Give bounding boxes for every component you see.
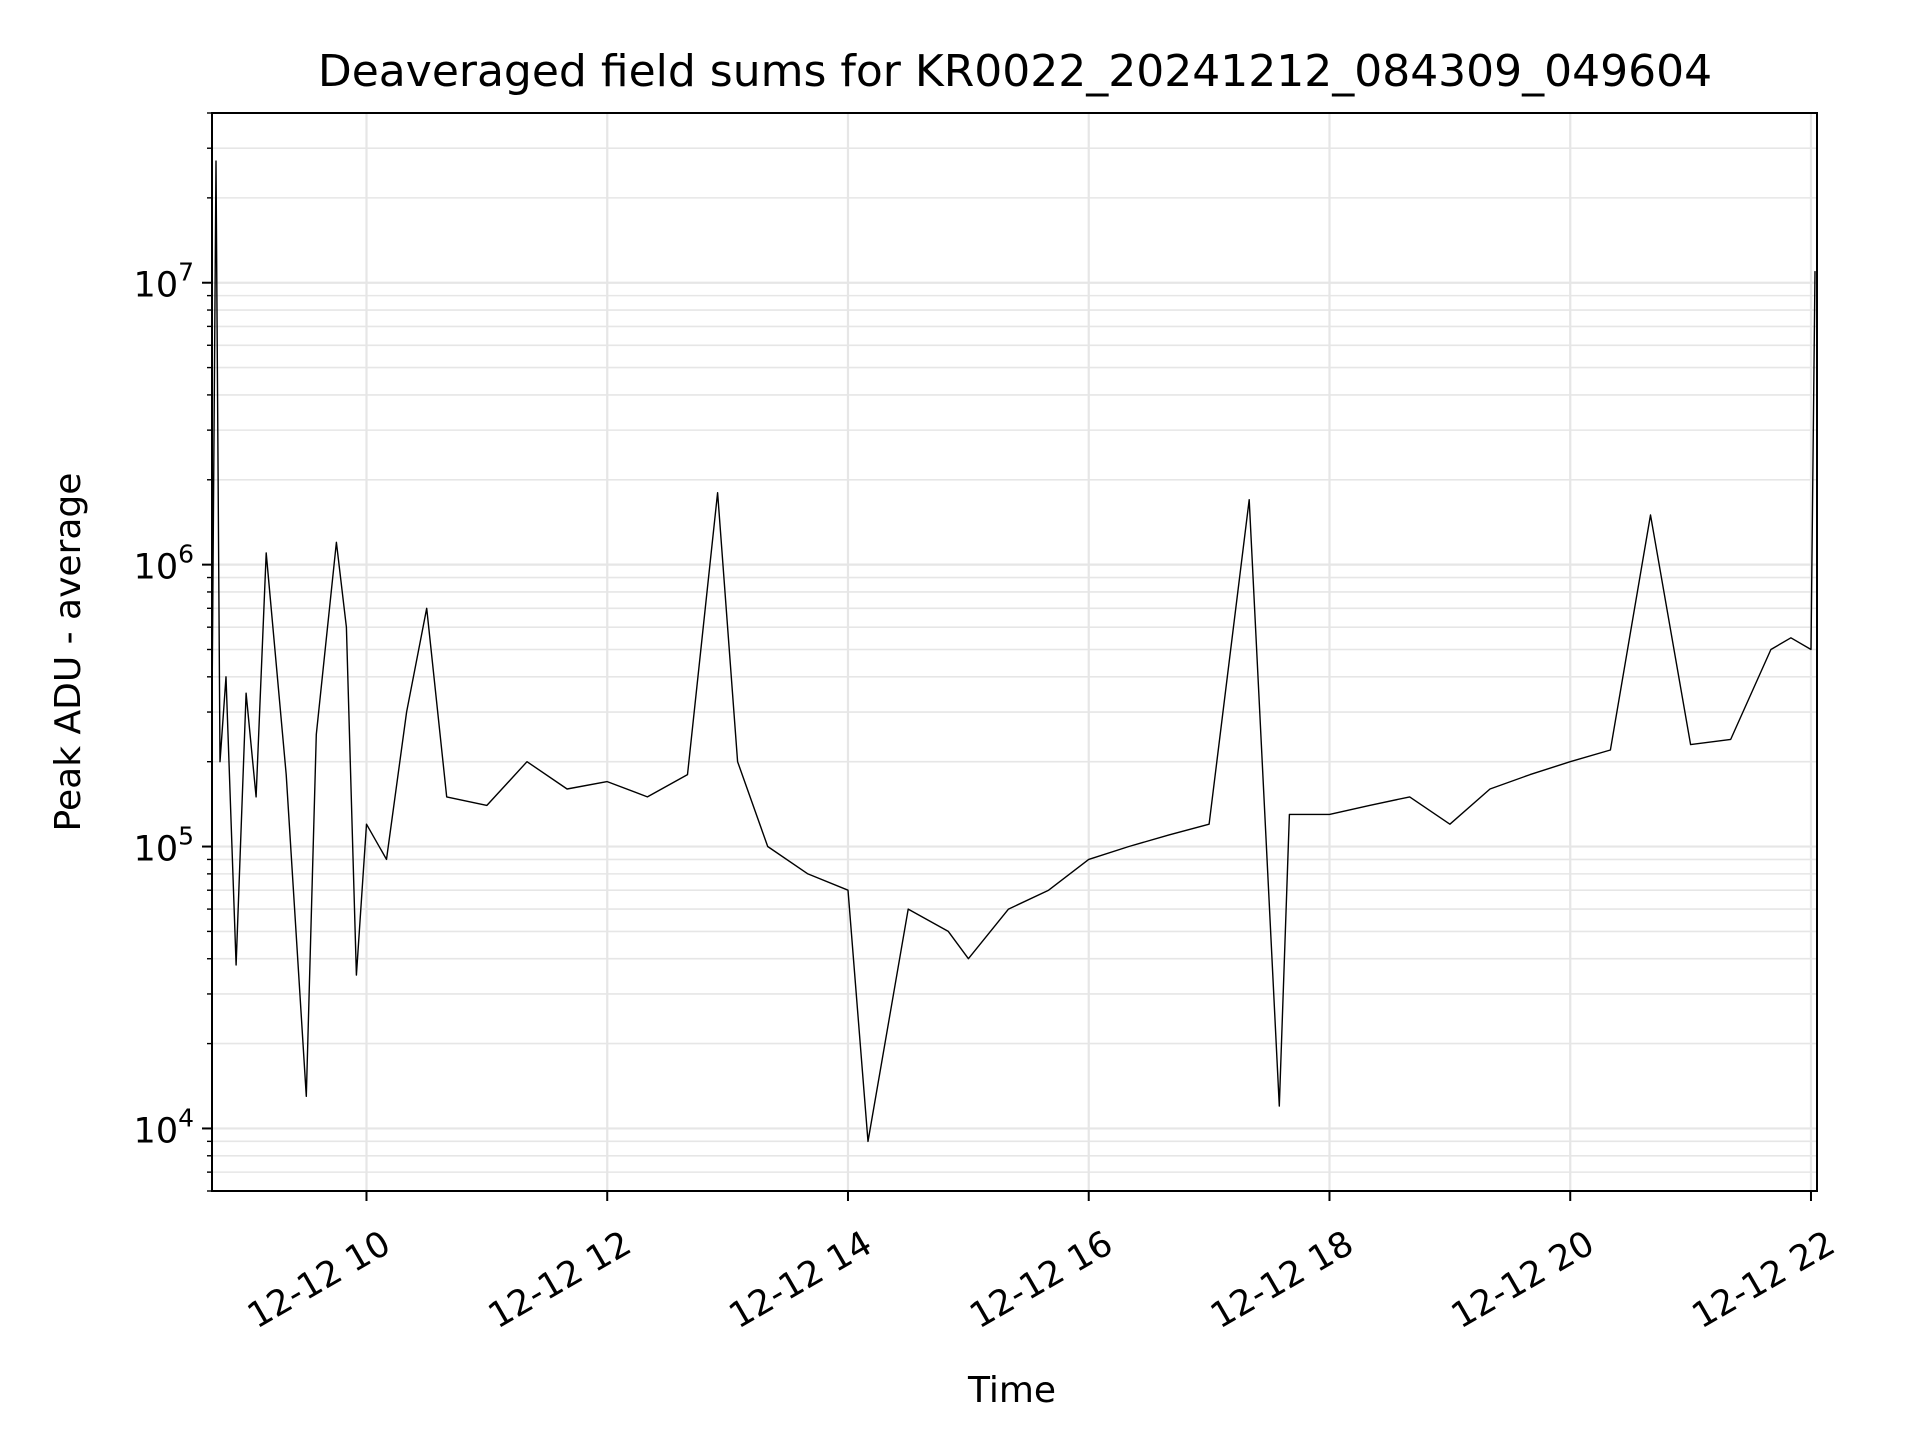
y-tick-label: 106 [134, 540, 194, 588]
y-tick-label: 104 [134, 1103, 194, 1151]
y-axis-label: Peak ADU - average [48, 473, 89, 832]
plot-frame [211, 112, 1818, 1192]
grid [212, 112, 1817, 1192]
y-tick-label: 107 [134, 258, 194, 306]
y-tick-label: 105 [134, 822, 194, 870]
y-axis: 104 105 106 107 [134, 112, 212, 1192]
plot-area [212, 160, 1816, 1143]
chart-title: Deaveraged field sums for KR0022_2024121… [318, 46, 1712, 97]
x-axis-label: Time [967, 1370, 1056, 1411]
series-line-1 [212, 160, 1816, 1143]
